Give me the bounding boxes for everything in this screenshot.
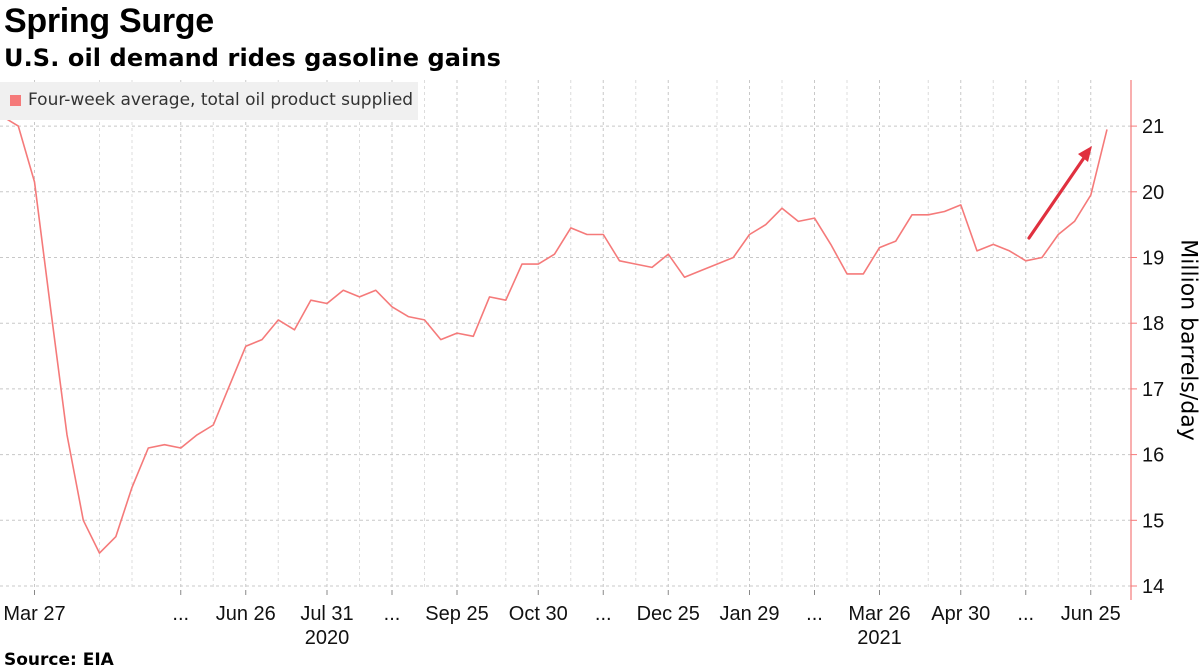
x-tick-label: ... [595, 603, 612, 625]
x-tick-label: Oct 30 [509, 603, 568, 625]
legend-swatch [10, 95, 21, 106]
x-tick-label: Jan 29 [719, 603, 779, 625]
x-tick-label: Mar 27 [3, 603, 65, 625]
x-year-label: 2021 [857, 627, 902, 649]
y-axis-label: Million barrels/day [1175, 239, 1200, 441]
x-tick-label: Jun 25 [1061, 603, 1121, 625]
x-tick-label: Apr 30 [931, 603, 990, 625]
y-tick-label: 19 [1142, 248, 1164, 270]
annotation-arrowhead [1078, 146, 1092, 162]
x-tick-label: Dec 25 [637, 603, 700, 625]
legend-label: Four-week average, total oil product sup… [28, 90, 414, 110]
plot-area [1, 115, 1108, 554]
x-tick-label: Sep 25 [425, 603, 488, 625]
y-tick-label: 17 [1142, 379, 1164, 401]
x-tick-label: ... [172, 603, 189, 625]
x-axis-ticks: Mar 27... Jun 26 Jul 31... Sep 25 Oct 30... D… [3, 590, 1121, 649]
legend [0, 82, 418, 120]
y-tick-label: 14 [1142, 576, 1164, 598]
y-tick-label: 21 [1142, 116, 1164, 138]
y-axis: 14 15 16 17 18 19 20 21 [1130, 80, 1164, 600]
y-tick-label: 20 [1142, 182, 1164, 204]
x-tick-label: ... [384, 603, 401, 625]
x-tick-label: ... [806, 603, 823, 625]
y-tick-label: 16 [1142, 445, 1164, 467]
x-tick-label: Jun 26 [216, 603, 276, 625]
grid-lines [0, 80, 1131, 590]
y-tick-label: 15 [1142, 510, 1164, 532]
x-tick-label: Mar 26 [848, 603, 910, 625]
annotation-arrow [1027, 150, 1090, 240]
x-year-label: 2020 [305, 627, 350, 649]
chart-title: Spring Surge [4, 2, 214, 40]
chart-subtitle: U.S. oil demand rides gasoline gains [4, 44, 501, 72]
y-tick-label: 18 [1142, 313, 1164, 335]
source-note: Source: EIA [4, 650, 114, 670]
series-line [1, 115, 1108, 554]
x-tick-label: Jul 31 [300, 603, 353, 625]
x-tick-label: ... [1017, 603, 1034, 625]
